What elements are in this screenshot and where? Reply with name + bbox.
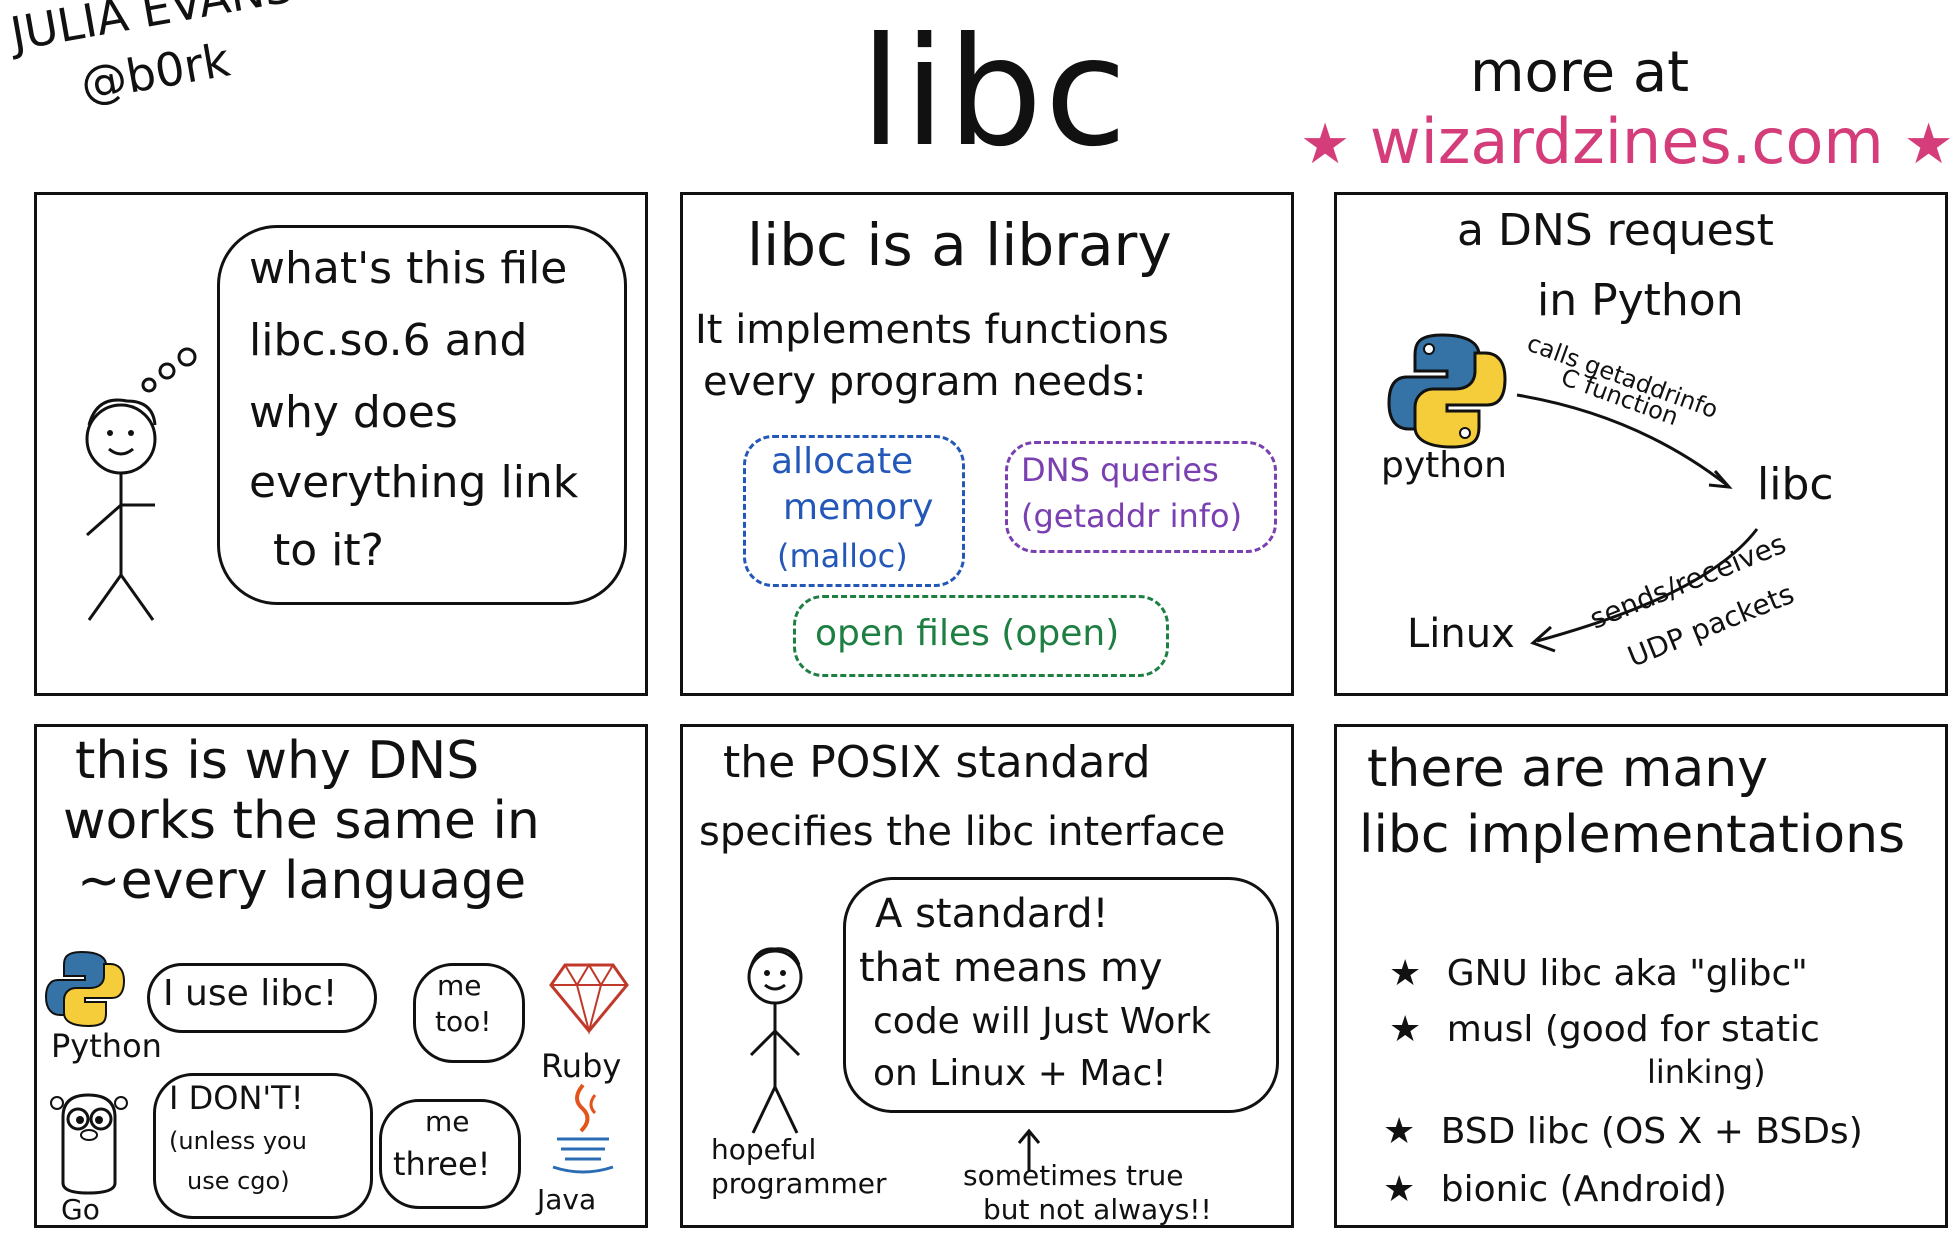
- box-allocate-memory: [743, 435, 965, 587]
- panel-heading: a DNS request: [1457, 205, 1774, 256]
- star-icon: ★: [1383, 1111, 1416, 1152]
- site-url[interactable]: wizardzines.com: [1369, 105, 1884, 178]
- list-item-text: musl (good for static: [1446, 1009, 1820, 1050]
- go-speech-bubble: [153, 1073, 373, 1219]
- note-line: sometimes true: [963, 1159, 1184, 1192]
- box-allocate-line: memory: [783, 487, 934, 528]
- panel-heading: specifies the libc interface: [699, 809, 1226, 855]
- list-item-text: GNU libc aka "glibc": [1446, 953, 1808, 994]
- star-icon: ★: [1300, 112, 1351, 177]
- person-label: programmer: [711, 1167, 887, 1200]
- list-item-text: BSD libc (OS X + BSDs): [1440, 1111, 1863, 1152]
- star-icon: ★: [1389, 1009, 1422, 1050]
- go-label: Go: [61, 1193, 100, 1226]
- java-speech: three!: [393, 1145, 491, 1183]
- python-logo-icon: [44, 950, 126, 1028]
- ruby-speech-bubble: [413, 963, 525, 1063]
- box-allocate-line: (malloc): [777, 537, 908, 575]
- list-item-continuation: linking): [1647, 1053, 1766, 1091]
- speech-line: A standard!: [875, 891, 1109, 937]
- java-speech-bubble: [379, 1099, 521, 1209]
- list-item: ★ bionic (Android): [1383, 1169, 1727, 1210]
- thought-line: why does: [249, 387, 458, 438]
- box-allocate-line: allocate: [771, 441, 914, 482]
- panel-heading: this is why DNS: [75, 731, 480, 791]
- arrow-python-to-libc: [1516, 393, 1759, 653]
- up-arrow-icon: [1017, 1128, 1041, 1171]
- python-speech: I use libc!: [163, 973, 338, 1014]
- site-link[interactable]: ★ wizardzines.com ★: [1300, 105, 1950, 178]
- panel-libc-library: libc is a library It implements function…: [680, 192, 1294, 696]
- python-speech-bubble: [147, 963, 377, 1033]
- panel-heading: libc is a library: [747, 211, 1172, 279]
- star-icon: ★: [1383, 1169, 1416, 1210]
- person-label: hopeful: [711, 1133, 817, 1166]
- ruby-speech: me: [437, 969, 482, 1002]
- speech-line: code will Just Work: [873, 1001, 1212, 1042]
- libc-label: libc: [1757, 459, 1834, 510]
- ruby-label: Ruby: [541, 1047, 622, 1085]
- box-dns-line: (getaddr info): [1021, 497, 1243, 535]
- thought-line: to it?: [273, 525, 384, 576]
- go-speech: (unless you: [169, 1127, 307, 1155]
- speech-line: on Linux + Mac!: [873, 1053, 1167, 1094]
- intro-line: It implements functions: [695, 307, 1169, 353]
- linux-label: Linux: [1407, 611, 1515, 657]
- speech-bubble: [843, 877, 1279, 1113]
- java-label: Java: [537, 1183, 597, 1216]
- star-icon: ★: [1903, 112, 1950, 177]
- thought-line: what's this file: [249, 243, 568, 294]
- stick-figure-icon: [747, 947, 803, 1134]
- java-speech: me: [425, 1105, 470, 1138]
- thought-line: everything link: [249, 457, 579, 508]
- panel-posix-standard: the POSIX standard specifies the libc in…: [680, 724, 1294, 1228]
- panel-heading: there are many: [1367, 739, 1768, 799]
- note-line: but not always!!: [983, 1193, 1212, 1226]
- thought-bubble: [217, 225, 627, 605]
- panel-dns-python: a DNS request in Python python calls get…: [1334, 192, 1948, 696]
- panel-heading: ~every language: [77, 851, 527, 911]
- go-speech: use cgo): [187, 1167, 290, 1195]
- box-open-files: [793, 595, 1169, 677]
- python-logo-icon: [1387, 333, 1507, 449]
- box-open-text: open files (open): [815, 613, 1120, 654]
- panel-libc-implementations: there are many libc implementations ★ GN…: [1334, 724, 1948, 1228]
- page-title: libc: [860, 6, 1130, 180]
- go-gopher-icon: [50, 1093, 128, 1195]
- thought-line: libc.so.6 and: [249, 315, 528, 366]
- java-cup-icon: [552, 1083, 614, 1174]
- panel-heading: works the same in: [63, 791, 540, 851]
- list-item: ★ GNU libc aka "glibc": [1389, 953, 1808, 994]
- box-dns-queries: [1005, 441, 1277, 553]
- python-label: Python: [51, 1027, 162, 1065]
- python-label: python: [1381, 445, 1507, 486]
- go-speech: I DON'T!: [169, 1079, 304, 1117]
- author-credit: JULIA EVANS @b0rk: [6, 0, 406, 152]
- panel-heading: libc implementations: [1359, 805, 1906, 865]
- panel-heading: the POSIX standard: [723, 737, 1151, 788]
- speech-line: that means my: [859, 945, 1163, 991]
- star-icon: ★: [1389, 953, 1422, 994]
- intro-line: every program needs:: [703, 359, 1147, 405]
- ruby-gem-icon: [549, 963, 629, 1035]
- stick-figure-icon: [85, 347, 197, 621]
- more-at-label: more at: [1470, 40, 1690, 105]
- list-item: ★ BSD libc (OS X + BSDs): [1383, 1111, 1863, 1152]
- panel-heading: in Python: [1537, 275, 1744, 326]
- panel-libc-question: what's this file libc.so.6 and why does …: [34, 192, 648, 696]
- panel-dns-every-language: this is why DNS works the same in ~every…: [34, 724, 648, 1228]
- box-dns-line: DNS queries: [1021, 451, 1219, 489]
- list-item-text: bionic (Android): [1440, 1169, 1727, 1210]
- list-item: ★ musl (good for static: [1389, 1009, 1820, 1050]
- ruby-speech: too!: [435, 1005, 492, 1038]
